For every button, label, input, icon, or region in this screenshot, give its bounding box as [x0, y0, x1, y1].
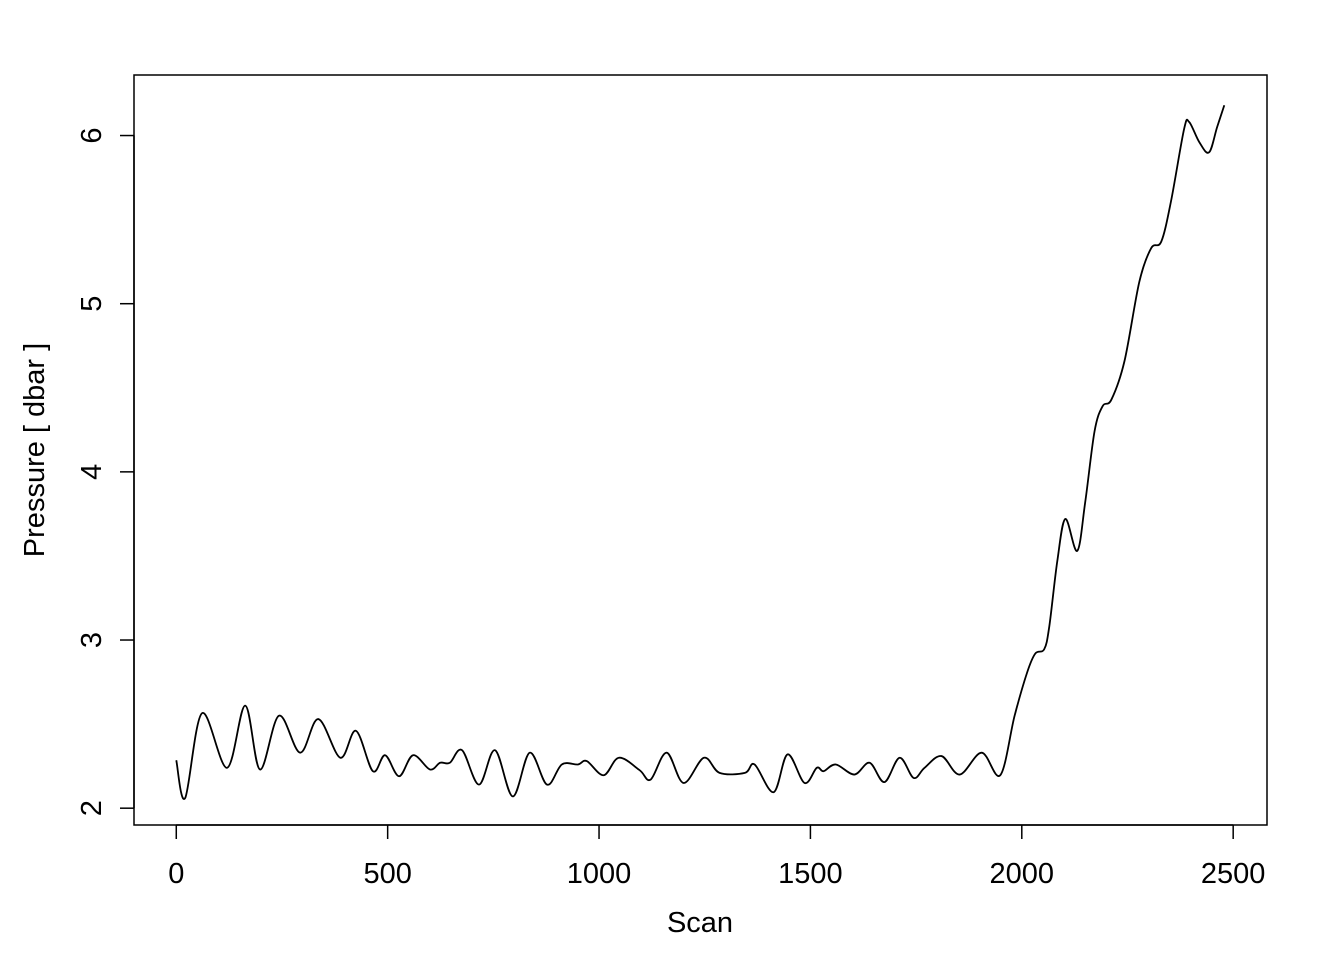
plot-frame [133, 74, 1268, 826]
y-tick-label: 3 [76, 632, 108, 648]
series-line [175, 104, 1226, 800]
y-axis: 2 3 4 5 6 [76, 127, 135, 816]
x-tick-label: 500 [363, 858, 411, 890]
x-tick-label: 2500 [1201, 858, 1266, 890]
y-axis-label: Pressure [ dbar ] [19, 343, 51, 557]
y-tick-label: 5 [76, 296, 108, 312]
y-tick-label: 4 [76, 464, 108, 480]
x-tick-label: 2000 [990, 858, 1055, 890]
x-axis-label: Scan [667, 907, 733, 939]
y-tick-label: 2 [76, 800, 108, 816]
x-tick-label: 0 [168, 858, 184, 890]
y-tick-label: 6 [76, 127, 108, 143]
x-tick-label: 1000 [567, 858, 632, 890]
x-axis: 0 500 1000 1500 2000 2500 [168, 824, 1266, 890]
x-tick-label: 1500 [778, 858, 843, 890]
